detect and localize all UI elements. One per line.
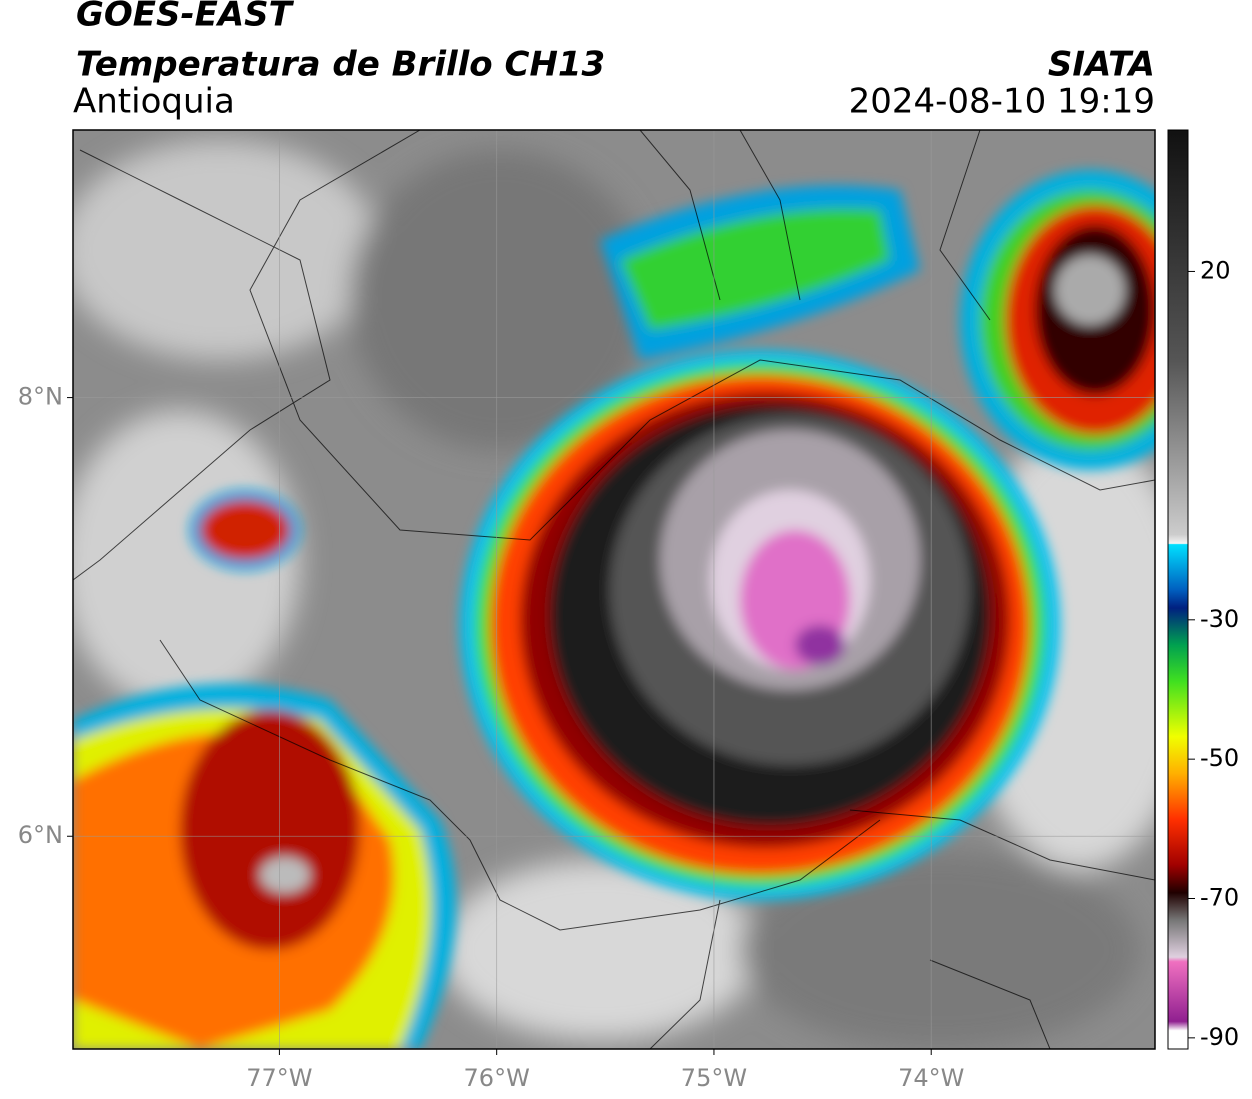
colorbar-tick-label: 20 [1200,256,1231,284]
colorbar-tick-label: -90 [1200,1023,1239,1051]
y-tick-label: 6°N [18,821,63,849]
colorbar-tick-label: -30 [1200,605,1239,633]
colorbar-tick-label: -50 [1200,744,1239,772]
datetime: 2024-08-10 19:19 [849,82,1155,122]
region: Antioquia [73,82,235,122]
colorbar-tick-label: -70 [1200,884,1239,912]
colorbar [1167,129,1189,1050]
title: GOES-EAST [76,0,295,35]
source: SIATA [1048,45,1155,85]
x-tick-label: 76°W [464,1064,530,1092]
x-tick-label: 77°W [246,1064,312,1092]
x-tick-label: 74°W [898,1064,964,1092]
subtitle: Temperatura de Brillo CH13 [76,45,605,85]
y-tick-label: 8°N [18,383,63,411]
map-frame [72,129,1156,1050]
satellite-image [73,130,1155,1049]
gridlines [73,130,1155,1049]
x-tick-label: 75°W [681,1064,747,1092]
